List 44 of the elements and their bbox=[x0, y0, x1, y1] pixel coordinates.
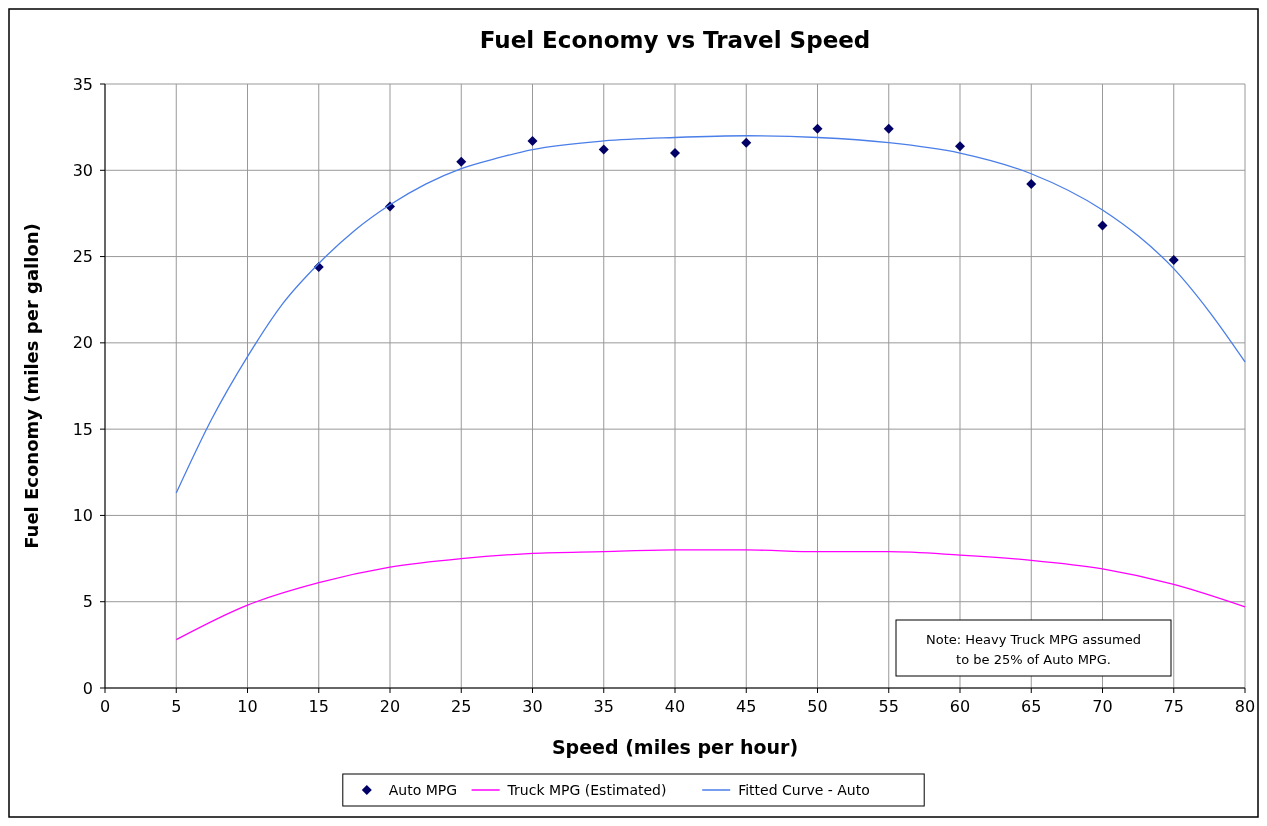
point bbox=[883, 123, 894, 134]
x-tick-label: 0 bbox=[99, 697, 111, 716]
x-tick-label: 55 bbox=[878, 697, 899, 716]
x-tick-label: 70 bbox=[1092, 697, 1113, 716]
x-tick-label: 45 bbox=[736, 697, 757, 716]
legend-label: Auto MPG bbox=[388, 781, 458, 798]
legend-label: Fitted Curve - Auto bbox=[738, 781, 870, 798]
x-tick-label: 50 bbox=[807, 697, 828, 716]
point bbox=[1168, 255, 1179, 266]
point bbox=[527, 135, 538, 146]
y-tick-label: 0 bbox=[82, 678, 93, 698]
point bbox=[456, 156, 467, 167]
y-axis-title: Fuel Economy (miles per gallon) bbox=[21, 223, 42, 549]
y-tick-label: 20 bbox=[72, 333, 93, 353]
point bbox=[670, 148, 680, 159]
chart-title: Fuel Economy vs Travel Speed bbox=[479, 27, 871, 53]
y-tick-label: 10 bbox=[72, 506, 93, 526]
point bbox=[1097, 220, 1108, 231]
y-tick-label: 25 bbox=[72, 247, 93, 267]
point bbox=[598, 144, 609, 155]
x-tick-label: 65 bbox=[1021, 697, 1042, 716]
line-series bbox=[175, 135, 1246, 494]
x-tick-label: 20 bbox=[379, 697, 401, 716]
y-tick-label: 15 bbox=[72, 419, 93, 439]
point bbox=[812, 123, 823, 134]
point bbox=[1026, 179, 1037, 190]
y-tick-label: 35 bbox=[72, 74, 93, 94]
x-tick-label: 5 bbox=[171, 697, 182, 716]
x-tick-label: 35 bbox=[593, 697, 614, 716]
x-tick-label: 75 bbox=[1163, 697, 1184, 716]
point bbox=[955, 141, 965, 152]
x-tick-label: 25 bbox=[451, 697, 472, 716]
y-tick-label: 5 bbox=[82, 592, 93, 612]
annotation: Note: Heavy Truck MPG assumed to be 25% of Auto MPG. bbox=[926, 632, 1141, 667]
x-tick-label: 80 bbox=[1234, 697, 1256, 716]
legend-label: Truck MPG (Estimated) bbox=[506, 781, 667, 798]
x-tick-label: 10 bbox=[237, 697, 258, 716]
x-tick-label: 15 bbox=[308, 697, 329, 716]
x-tick-label: 30 bbox=[522, 697, 543, 716]
x-axis-title: Speed (miles per hour) bbox=[551, 736, 799, 758]
x-tick-label: 40 bbox=[664, 697, 686, 716]
point bbox=[741, 137, 752, 148]
y-tick-label: 30 bbox=[72, 160, 93, 180]
x-tick-label: 60 bbox=[949, 697, 971, 716]
